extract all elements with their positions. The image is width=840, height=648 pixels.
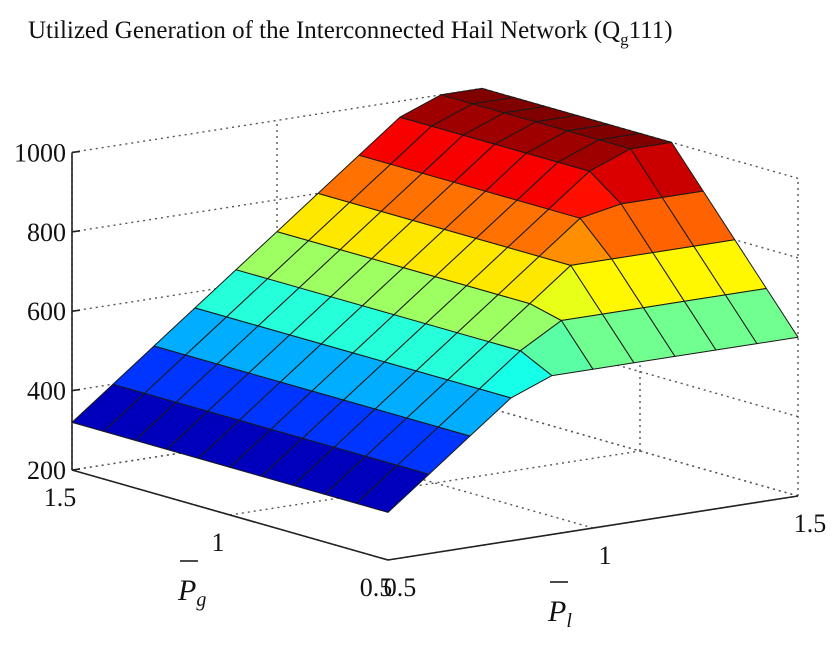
y-tick-label-0.5: 0.5: [360, 573, 393, 602]
z-tick-mark-400: [71, 388, 81, 392]
grid-side-z-1000: [481, 87, 799, 180]
x-tick-label-1: 1: [599, 541, 612, 570]
axes: [71, 150, 799, 561]
y-axis-label-base: P: [177, 574, 196, 607]
chart-title-main: Utilized Generation of the Interconnecte…: [28, 17, 620, 44]
grid-floor-x-1: [276, 437, 594, 529]
z-tick-label-600: 600: [27, 297, 66, 326]
z-tick-label-1000: 1000: [14, 138, 66, 167]
y-axis-label-sub: g: [196, 589, 206, 611]
x-axis-label: Pl: [547, 595, 572, 632]
grid-side-z-800: [481, 167, 799, 259]
grid-floor-x-1.5: [481, 405, 799, 497]
z-tick-mark-200: [71, 468, 81, 471]
chart-title: Utilized Generation of the Interconnecte…: [28, 17, 673, 49]
x-axis-label-base: P: [547, 595, 566, 628]
x-tick-label-1.5: 1.5: [794, 509, 827, 538]
surface: [71, 87, 799, 513]
grid-side-z-400: [481, 325, 799, 418]
tick-labels: 200 400 600 800 1000 0.5 1 1.5 1.5 1 0.5: [14, 138, 826, 602]
z-tick-mark-600: [71, 309, 81, 312]
x-axis-line: [387, 495, 799, 561]
z-tick-label-200: 200: [27, 456, 66, 485]
chart-title-suffix: 111): [629, 17, 673, 44]
y-axis-label: Pg: [177, 574, 206, 611]
x-axis-label-sub: l: [566, 610, 572, 632]
x-tick-label-0.5: 0.5: [384, 573, 417, 602]
y-tick-label-1: 1: [212, 528, 225, 557]
z-tick-mark-1000: [71, 150, 81, 154]
chart-title-sub: g: [620, 30, 629, 49]
y-tick-label-1.5: 1.5: [44, 483, 77, 512]
z-tick-label-400: 400: [27, 377, 66, 406]
surface-cell-9-0: [724, 288, 799, 345]
z-tick-label-800: 800: [27, 218, 66, 247]
y-axis-line: [71, 469, 389, 561]
z-tick-mark-800: [71, 230, 81, 233]
